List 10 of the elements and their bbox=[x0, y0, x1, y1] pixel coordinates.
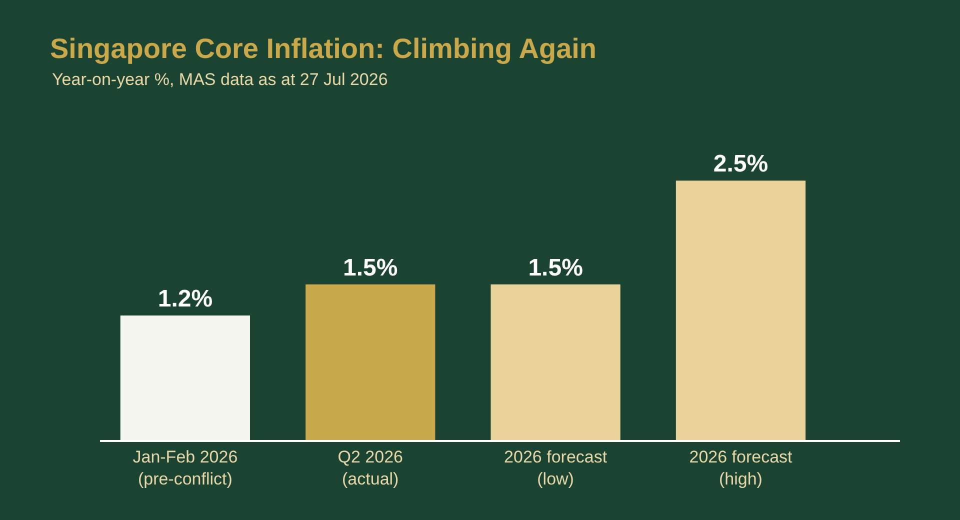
x-tick-label: 2026 forecast (low) bbox=[504, 447, 608, 488]
x-tick-label: Q2 2026 (actual) bbox=[338, 447, 403, 488]
chart-subtitle: Year-on-year %, MAS data as at 27 Jul 2026 bbox=[52, 70, 388, 89]
chart-title: Singapore Core Inflation: Climbing Again bbox=[50, 32, 597, 64]
data-label: 1.2% bbox=[158, 286, 213, 313]
data-label: 1.5% bbox=[528, 254, 583, 282]
x-tick-label: Jan-Feb 2026 (pre-conflict) bbox=[132, 447, 238, 488]
data-label: 2.5% bbox=[713, 150, 768, 178]
data-label: 1.5% bbox=[343, 254, 398, 282]
x-tick-label: 2026 forecast (high) bbox=[689, 447, 793, 488]
